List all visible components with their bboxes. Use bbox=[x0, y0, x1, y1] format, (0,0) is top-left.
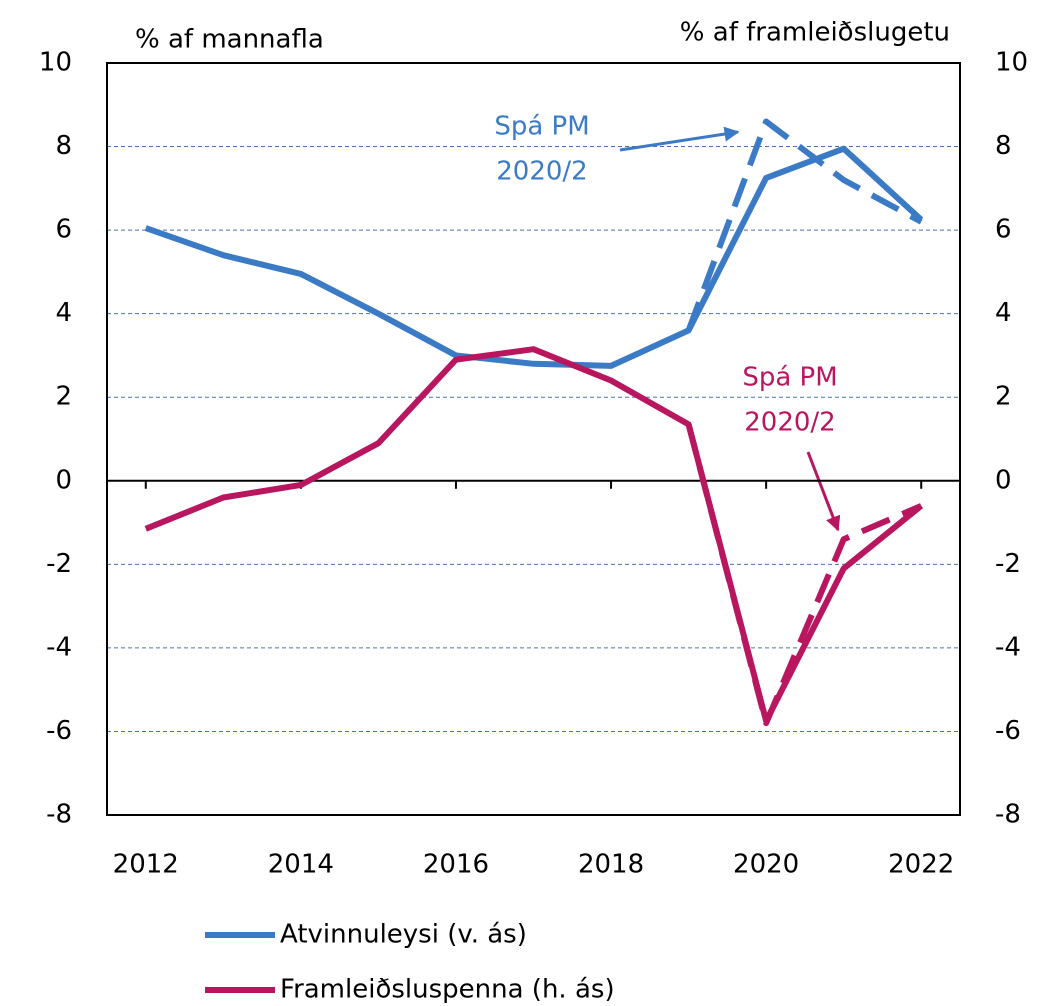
y2-tick-label: 2 bbox=[995, 382, 1012, 412]
y2-tick-label: 6 bbox=[995, 215, 1012, 245]
y-tick-label: 4 bbox=[55, 298, 72, 328]
annotation: Spá PM bbox=[494, 112, 589, 142]
y2-axis-title: % af framleiðslugetu bbox=[680, 18, 950, 48]
y2-tick-label: -6 bbox=[995, 716, 1021, 746]
y2-tick-label: 4 bbox=[995, 298, 1012, 328]
y-tick-label: -6 bbox=[46, 716, 72, 746]
x-tick-label: 2012 bbox=[113, 850, 179, 880]
annotation: 2020/2 bbox=[744, 408, 835, 438]
y-tick-label: -8 bbox=[46, 800, 72, 830]
y-tick-label: 0 bbox=[55, 465, 72, 495]
y2-tick-label: 10 bbox=[995, 48, 1028, 78]
annotation: Spá PM bbox=[742, 363, 837, 393]
plot-border bbox=[106, 62, 961, 816]
y-tick-label: -4 bbox=[46, 632, 72, 662]
forecast-line bbox=[685, 423, 923, 727]
y-tick-label: 10 bbox=[39, 48, 72, 78]
x-tick-label: 2014 bbox=[268, 850, 334, 880]
y-tick-label: 8 bbox=[55, 131, 72, 161]
y-tick-label: 6 bbox=[55, 215, 72, 245]
y2-tick-label: -8 bbox=[995, 800, 1021, 830]
x-tick-label: 2018 bbox=[578, 850, 644, 880]
series-line bbox=[144, 346, 924, 724]
y2-tick-label: 0 bbox=[995, 465, 1012, 495]
arrow bbox=[619, 126, 740, 152]
forecast-line bbox=[685, 118, 923, 332]
legend-label: Atvinnuleysi (v. ás) bbox=[280, 920, 527, 950]
series-line bbox=[144, 145, 924, 369]
y2-tick-label: 8 bbox=[995, 131, 1012, 161]
x-tick-label: 2020 bbox=[733, 850, 799, 880]
y-axis-title: % af mannafla bbox=[135, 25, 324, 55]
annotation: 2020/2 bbox=[496, 157, 587, 187]
x-tick-label: 2022 bbox=[888, 850, 954, 880]
y-tick-label: -2 bbox=[46, 549, 72, 579]
x-tick-label: 2016 bbox=[423, 850, 489, 880]
y2-tick-label: -4 bbox=[995, 632, 1021, 662]
legend-label: Framleiðsluspenna (h. ás) bbox=[280, 975, 615, 1005]
y2-tick-label: -2 bbox=[995, 549, 1021, 579]
y-tick-label: 2 bbox=[55, 382, 72, 412]
arrow bbox=[806, 451, 841, 532]
